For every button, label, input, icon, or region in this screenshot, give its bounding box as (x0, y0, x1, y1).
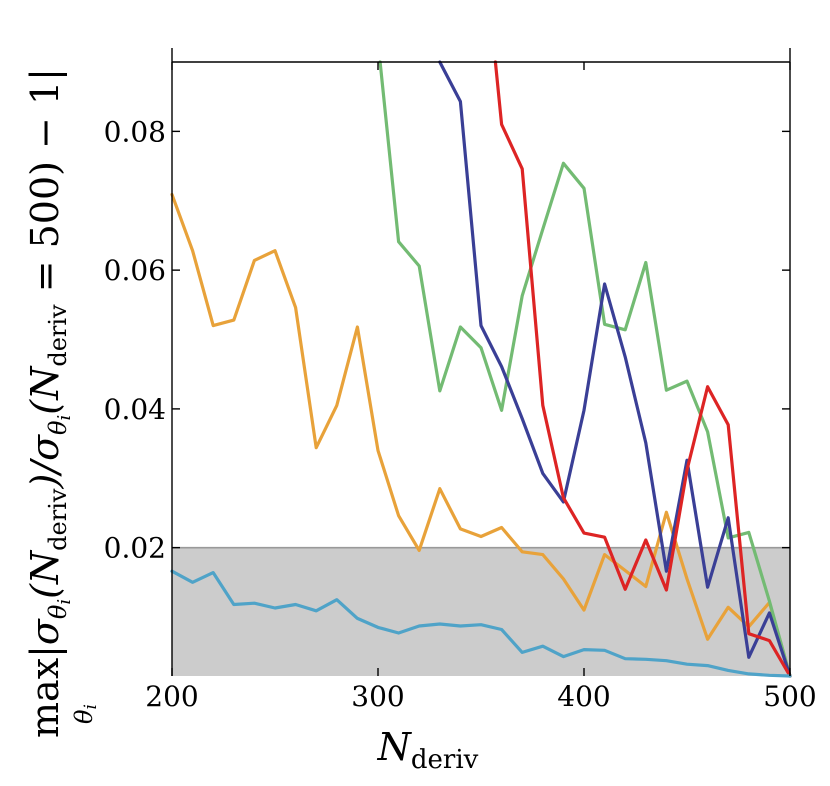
y-label-under-theta: θ (70, 709, 98, 724)
y-label-tail: = 500) − 1| (23, 68, 67, 304)
y-label-deriv-2: deriv (44, 304, 72, 367)
y-tick-label-0.04: 0.04 (104, 393, 166, 426)
y-label-deriv: deriv (44, 488, 72, 551)
y-label-under: θi (70, 704, 101, 724)
y-label-theta-sub: i (54, 599, 75, 605)
series-line-teal (170, 569, 792, 678)
y-label-abs-sigma: |σ (23, 618, 67, 658)
y-label-max: max (23, 658, 67, 738)
series-line-red (493, 60, 792, 678)
y-tick-label-0.08: 0.08 (104, 115, 166, 148)
series-line-green (378, 60, 792, 678)
series-line-orange (170, 192, 792, 678)
x-tick-label-400: 400 (557, 680, 610, 713)
x-tick-label-500: 500 (763, 680, 816, 713)
x-axis-label-subscript: deriv (411, 745, 479, 775)
x-axis-label-main: N (377, 725, 413, 769)
svg-text:max|σθi(Nderiv)/σθi(Nderiv = 5: max|σθi(Nderiv)/σθi(Nderiv = 500) − 1| (23, 68, 75, 738)
y-label-theta-2: θ (44, 420, 72, 435)
ticks-group: 200 300 400 500 0.02 0.04 0.06 0.08 (104, 62, 817, 713)
y-axis-label: max|σθi(Nderiv)/σθi(Nderiv = 500) − 1| θ… (23, 68, 101, 738)
y-label-under-sub: i (81, 704, 101, 709)
y-label-theta: θ (44, 604, 72, 619)
y-label-theta-sub-2: i (54, 415, 75, 421)
x-tick-label-200: 200 (145, 680, 198, 713)
x-axis-label: Nderiv (377, 725, 479, 775)
y-label-paren-n: (N (23, 549, 67, 599)
y-label-paren-n-2: (N (23, 365, 67, 415)
series-line-blue (438, 60, 792, 678)
series-group (170, 60, 792, 678)
x-tick-label-300: 300 (351, 680, 404, 713)
y-tick-label-0.06: 0.06 (104, 254, 166, 287)
y-label-mid: )/σ (23, 434, 67, 490)
y-tick-label-0.02: 0.02 (104, 532, 166, 565)
tolerance-shaded-region (172, 547, 790, 676)
